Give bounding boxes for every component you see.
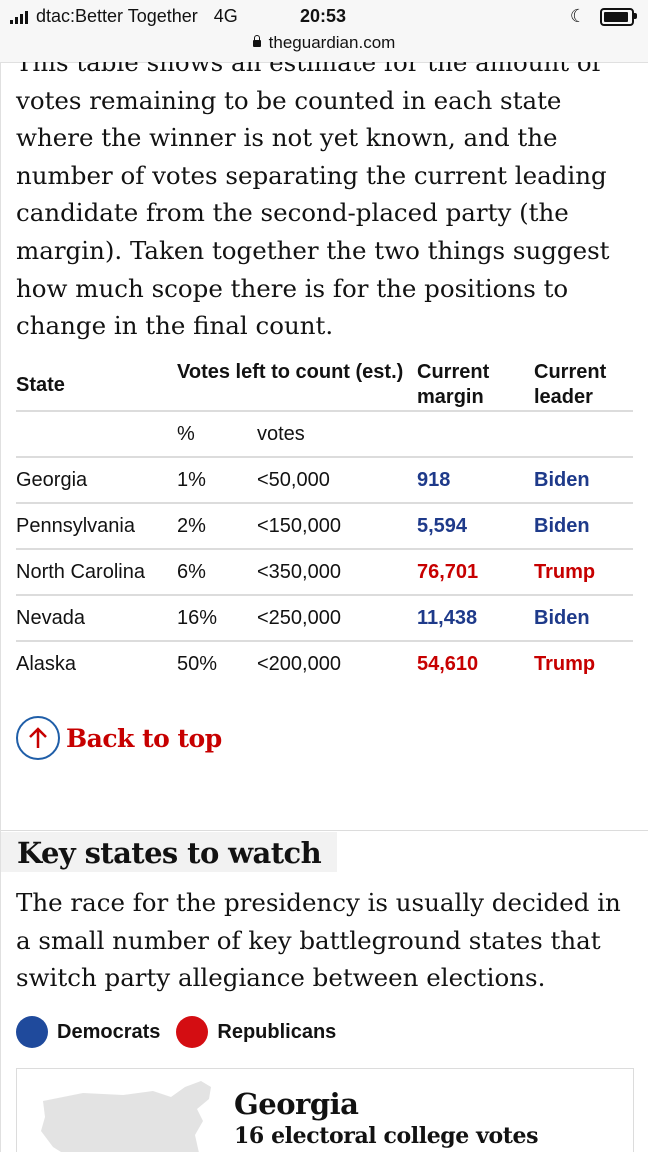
carrier-info: dtac:Better Together 4G	[10, 6, 238, 27]
cell-leader: Trump	[534, 548, 633, 595]
cell-state: Georgia	[16, 456, 177, 503]
cell-votes: <350,000	[257, 548, 417, 595]
section-title: Key states to watch	[1, 832, 338, 872]
cell-votes: <50,000	[257, 456, 417, 503]
table-subheader-row: % votes	[16, 410, 633, 457]
cell-votes: <200,000	[257, 640, 417, 686]
status-bar: dtac:Better Together 4G 20:53 ☾ theguard…	[0, 0, 648, 63]
cell-margin: 5,594	[417, 502, 534, 549]
back-to-top-label: Back to top	[66, 723, 222, 753]
cell-state: Nevada	[16, 594, 177, 641]
table-row: Georgia 1% <50,000 918 Biden	[16, 456, 633, 503]
legend-item-democrats: Democrats	[16, 1016, 160, 1048]
cell-percent: 16%	[177, 594, 257, 641]
cell-leader: Trump	[534, 640, 633, 686]
legend-label: Republicans	[217, 1020, 337, 1043]
republicans-dot-icon	[176, 1016, 209, 1048]
network-type: 4G	[213, 6, 238, 26]
cell-margin: 11,438	[417, 594, 534, 641]
signal-icon	[10, 10, 28, 24]
battery-icon	[600, 7, 637, 26]
legend-item-republicans: Republicans	[176, 1016, 336, 1048]
do-not-disturb-icon: ☾	[569, 6, 586, 26]
intro-paragraph: This table shows an estimate for the amo…	[16, 62, 610, 341]
votes-table: State Votes left to count (est.) Current…	[16, 360, 633, 686]
back-to-top-link[interactable]: Back to top	[16, 716, 222, 760]
cell-percent: 1%	[177, 456, 257, 503]
header-state: State	[16, 373, 65, 396]
cell-votes: <250,000	[257, 594, 417, 641]
table-header-row: State Votes left to count (est.) Current…	[16, 360, 633, 411]
state-card-subtitle: 16 electoral college votes	[234, 1123, 539, 1149]
header-leader: Current leader	[534, 361, 607, 408]
cell-leader: Biden	[534, 502, 633, 549]
section-divider	[1, 830, 648, 831]
table-row: North Carolina 6% <350,000 76,701 Trump	[16, 548, 633, 595]
state-card[interactable]: Georgia 16 electoral college votes	[16, 1068, 634, 1152]
cell-state: North Carolina	[16, 548, 177, 595]
header-votes-left: Votes left to count (est.)	[177, 361, 404, 383]
cell-state: Alaska	[16, 640, 177, 686]
subheader-votes: votes	[257, 410, 417, 457]
party-legend: Democrats Republicans	[16, 1016, 352, 1048]
url-text: theguardian.com	[268, 33, 396, 52]
address-bar[interactable]: theguardian.com	[0, 33, 648, 53]
cell-margin: 54,610	[417, 640, 534, 686]
cell-votes: <150,000	[257, 502, 417, 549]
table-row: Alaska 50% <200,000 54,610 Trump	[16, 640, 633, 686]
table-row: Nevada 16% <250,000 11,438 Biden	[16, 594, 633, 641]
cell-state: Pennsylvania	[16, 502, 177, 549]
header-margin: Current margin	[417, 361, 490, 408]
cell-percent: 50%	[177, 640, 257, 686]
article-content: This table shows an estimate for the amo…	[0, 62, 648, 1152]
legend-label: Democrats	[57, 1020, 161, 1043]
democrats-dot-icon	[16, 1016, 48, 1048]
arrow-up-icon	[16, 716, 60, 760]
us-map-icon	[41, 1081, 211, 1152]
cell-margin: 918	[417, 456, 534, 503]
cell-leader: Biden	[534, 456, 633, 503]
clock: 20:53	[300, 6, 347, 26]
cell-percent: 6%	[177, 548, 257, 595]
carrier-name: dtac:Better Together	[36, 6, 198, 26]
section-paragraph: The race for the presidency is usually d…	[16, 888, 621, 993]
cell-leader: Biden	[534, 594, 633, 641]
cell-percent: 2%	[177, 502, 257, 549]
table-row: Pennsylvania 2% <150,000 5,594 Biden	[16, 502, 633, 549]
state-card-title: Georgia	[234, 1087, 359, 1121]
cell-margin: 76,701	[417, 548, 534, 595]
status-icons: ☾	[569, 6, 637, 27]
lock-icon	[252, 35, 261, 48]
subheader-percent: %	[177, 410, 257, 457]
